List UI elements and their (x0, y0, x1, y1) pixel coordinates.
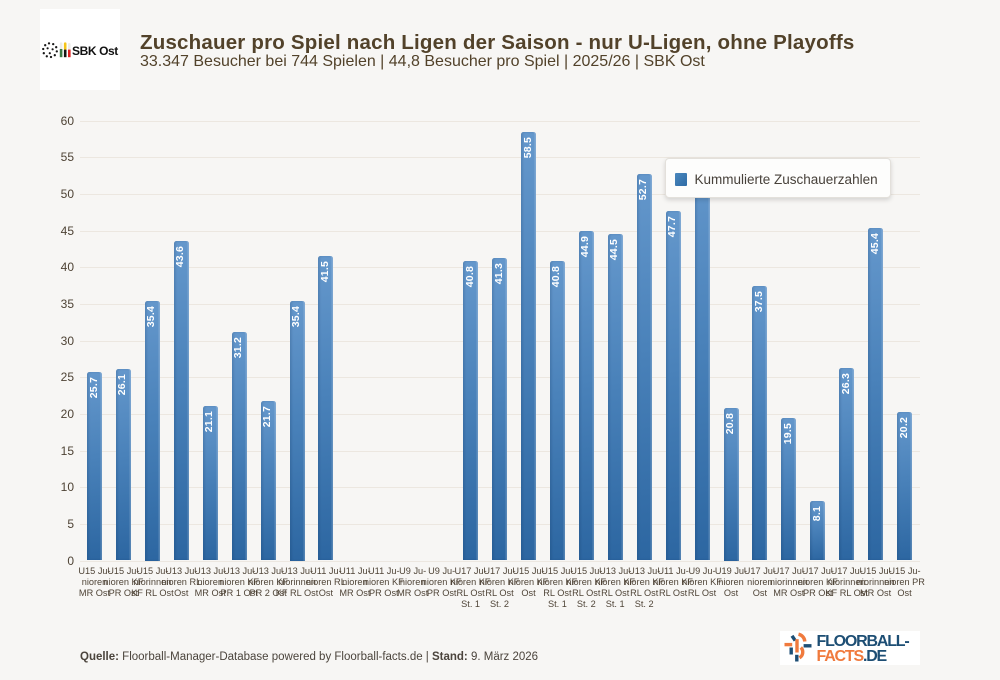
svg-text:FACTS.DE: FACTS.DE (817, 648, 888, 665)
svg-text:FLOORBALL-: FLOORBALL- (817, 633, 910, 650)
